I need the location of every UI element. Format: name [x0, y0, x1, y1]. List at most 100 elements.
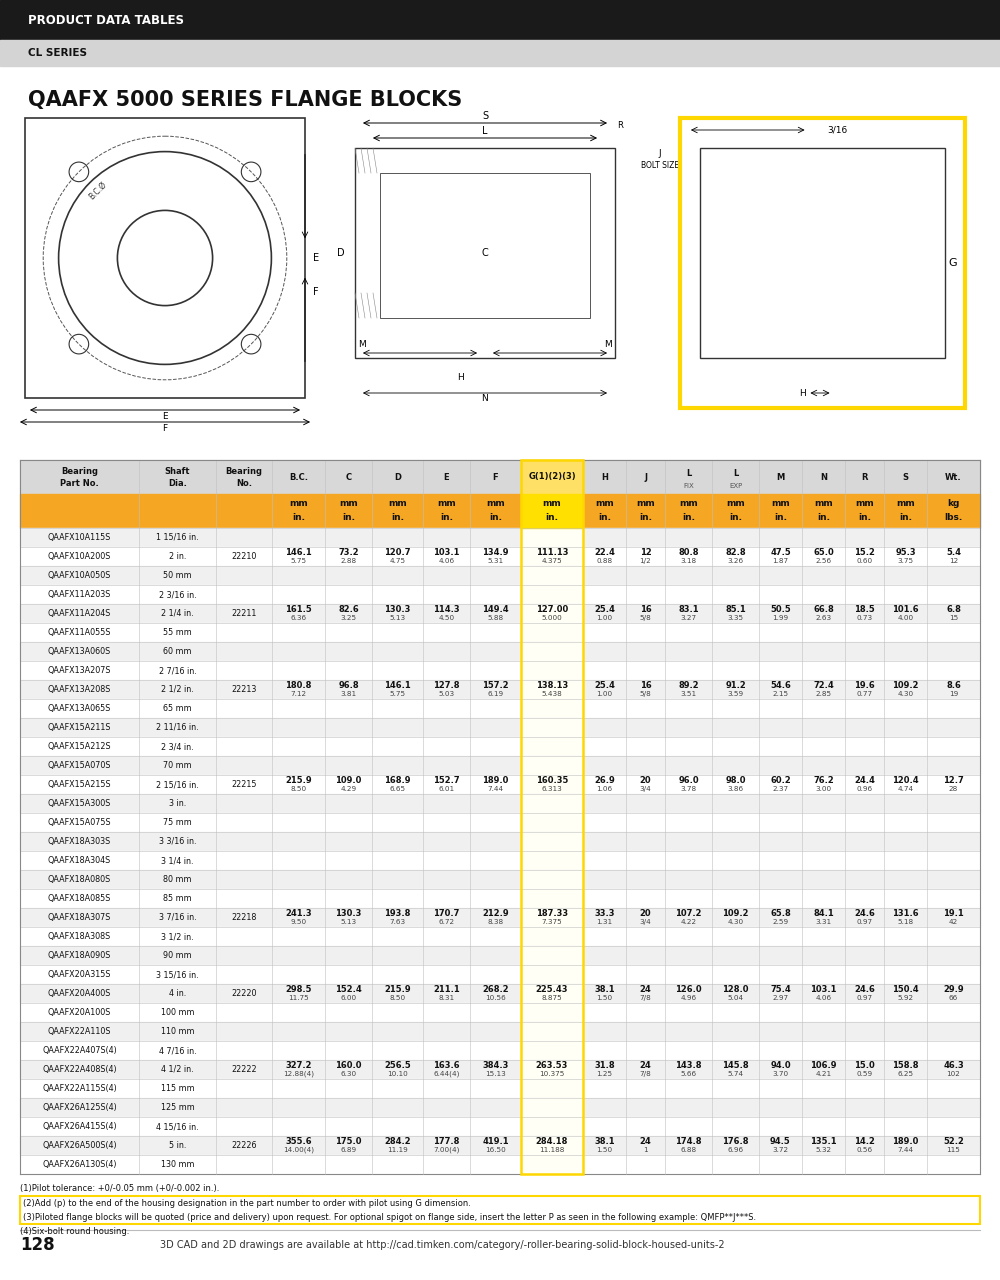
Text: 3.72: 3.72 — [772, 1147, 789, 1153]
Text: 158.8: 158.8 — [892, 1061, 919, 1070]
Text: CL SERIES: CL SERIES — [28, 47, 87, 58]
Text: 146.1: 146.1 — [384, 681, 411, 690]
Text: 0.77: 0.77 — [856, 691, 873, 696]
Text: QAAFX20A100S: QAAFX20A100S — [48, 1009, 111, 1018]
Text: 1.87: 1.87 — [772, 558, 789, 564]
Text: 76.2: 76.2 — [813, 776, 834, 785]
Text: 419.1: 419.1 — [482, 1137, 509, 1146]
Text: 109.2: 109.2 — [892, 681, 919, 690]
Text: 8.38: 8.38 — [487, 919, 504, 925]
Text: QAAFX18A080S: QAAFX18A080S — [48, 876, 111, 884]
Text: 102: 102 — [947, 1071, 960, 1076]
Text: 10.375: 10.375 — [539, 1071, 565, 1076]
Bar — [521, 927, 583, 946]
Text: 80 mm: 80 mm — [163, 876, 192, 884]
Text: 4.375: 4.375 — [542, 558, 562, 564]
Text: QAAFX13A207S: QAAFX13A207S — [48, 666, 111, 675]
Text: 8.31: 8.31 — [438, 995, 455, 1001]
Text: QAAFX26A415S(4): QAAFX26A415S(4) — [42, 1123, 117, 1132]
Text: QAAFX18A090S: QAAFX18A090S — [48, 951, 111, 960]
Text: QAAFX15A212S: QAAFX15A212S — [48, 742, 111, 751]
Text: 5/8: 5/8 — [640, 691, 651, 696]
Bar — [521, 737, 583, 756]
Bar — [521, 774, 583, 794]
Bar — [20, 1021, 980, 1041]
Text: 1: 1 — [643, 1147, 648, 1153]
Text: 42: 42 — [949, 919, 958, 925]
Text: B.C.Ø: B.C.Ø — [87, 180, 109, 202]
Bar — [521, 1137, 583, 1155]
Text: 6.36: 6.36 — [290, 614, 307, 621]
Text: 4.74: 4.74 — [897, 786, 914, 792]
Text: S: S — [482, 111, 488, 122]
Text: 2.63: 2.63 — [815, 614, 832, 621]
Text: 109.2: 109.2 — [722, 909, 749, 918]
Text: mm: mm — [388, 499, 407, 508]
Text: 3.70: 3.70 — [772, 1071, 789, 1076]
Text: 7.44: 7.44 — [897, 1147, 914, 1153]
Text: 15: 15 — [949, 614, 958, 621]
Bar — [521, 1041, 583, 1060]
Text: QAAFX26A500S(4): QAAFX26A500S(4) — [42, 1140, 117, 1149]
Bar — [0, 40, 1000, 67]
Text: QAAFX20A400S: QAAFX20A400S — [48, 989, 111, 998]
Text: 24.6: 24.6 — [854, 909, 875, 918]
Text: mm: mm — [679, 499, 698, 508]
Text: mm: mm — [814, 499, 833, 508]
Bar — [521, 756, 583, 774]
Text: 94.0: 94.0 — [770, 1061, 791, 1070]
Bar — [521, 1098, 583, 1117]
Bar — [20, 946, 980, 965]
Text: 4 15/16 in.: 4 15/16 in. — [156, 1123, 199, 1132]
Text: 15.0: 15.0 — [854, 1061, 875, 1070]
Text: 120.7: 120.7 — [384, 548, 411, 557]
Text: kg: kg — [947, 499, 960, 508]
Text: 90 mm: 90 mm — [163, 951, 192, 960]
Text: G: G — [949, 259, 957, 268]
Bar — [20, 984, 980, 1004]
Bar — [20, 1196, 980, 1224]
Text: D: D — [337, 248, 345, 259]
Text: 180.8: 180.8 — [285, 681, 312, 690]
Text: 103.1: 103.1 — [433, 548, 460, 557]
Text: PRODUCT DATA TABLES: PRODUCT DATA TABLES — [28, 14, 184, 27]
Text: J: J — [644, 472, 647, 481]
Text: 5.13: 5.13 — [389, 614, 406, 621]
Text: 75 mm: 75 mm — [163, 818, 192, 827]
Text: 3 1/2 in.: 3 1/2 in. — [161, 932, 194, 941]
Text: 6.25: 6.25 — [897, 1071, 914, 1076]
Text: 143.8: 143.8 — [675, 1061, 702, 1070]
Text: 47.5: 47.5 — [770, 548, 791, 557]
Text: 1.50: 1.50 — [596, 995, 613, 1001]
Text: mm: mm — [896, 499, 915, 508]
Text: 12: 12 — [949, 558, 958, 564]
Text: in.: in. — [774, 513, 787, 522]
Text: mm: mm — [636, 499, 655, 508]
Bar — [521, 460, 583, 494]
Bar — [20, 1079, 980, 1098]
Text: 4.00: 4.00 — [897, 614, 914, 621]
Text: 3.59: 3.59 — [727, 691, 744, 696]
Text: C: C — [482, 248, 488, 259]
Text: 170.7: 170.7 — [433, 909, 460, 918]
Text: 24.6: 24.6 — [854, 986, 875, 995]
Text: 6.01: 6.01 — [438, 786, 455, 792]
Text: 12.7: 12.7 — [943, 776, 964, 785]
Text: 1.00: 1.00 — [596, 614, 613, 621]
Text: 0.73: 0.73 — [856, 614, 873, 621]
Text: 298.5: 298.5 — [285, 986, 312, 995]
Text: E: E — [444, 472, 449, 481]
Text: 5.18: 5.18 — [897, 919, 914, 925]
Text: 4.30: 4.30 — [727, 919, 744, 925]
Text: 22211: 22211 — [231, 609, 257, 618]
Text: 212.9: 212.9 — [482, 909, 509, 918]
Bar — [20, 832, 980, 851]
Text: 100 mm: 100 mm — [161, 1009, 194, 1018]
Text: 263.53: 263.53 — [536, 1061, 568, 1070]
Text: G(1)(2)(3): G(1)(2)(3) — [528, 472, 576, 481]
Text: 60.2: 60.2 — [770, 776, 791, 785]
Text: QAAFX18A307S: QAAFX18A307S — [48, 913, 111, 922]
Text: 130 mm: 130 mm — [161, 1160, 194, 1169]
Bar — [521, 908, 583, 927]
Text: 5.03: 5.03 — [438, 691, 455, 696]
